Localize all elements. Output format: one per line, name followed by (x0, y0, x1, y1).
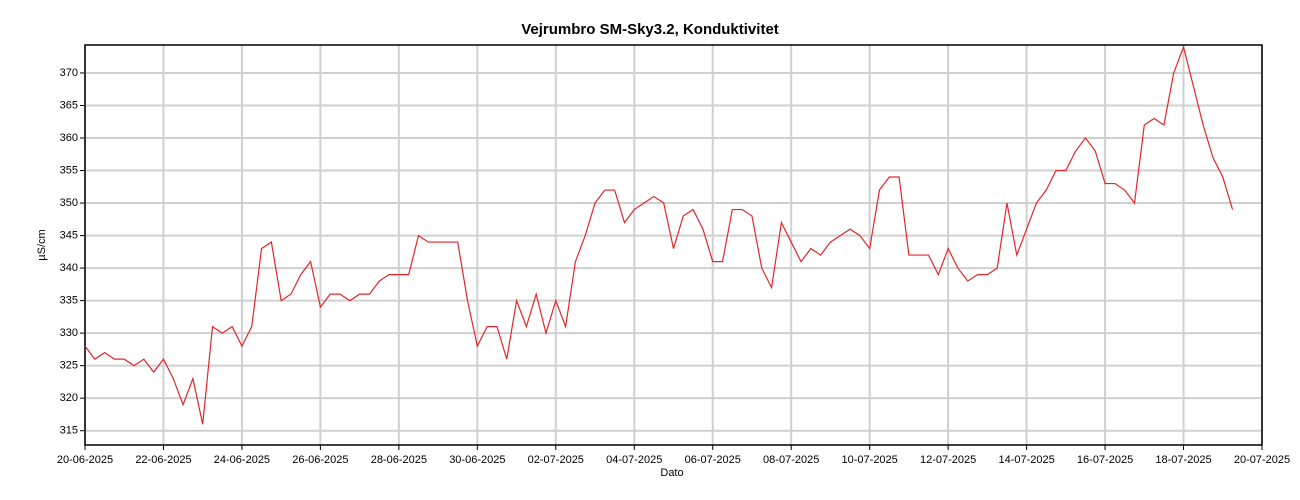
x-tick-label: 12-07-2025 (920, 454, 976, 466)
y-tick-label: 360 (60, 132, 78, 144)
y-tick-label: 365 (60, 99, 78, 111)
x-tick-label: 04-07-2025 (606, 454, 662, 466)
y-axis-label: µS/cm (36, 229, 48, 260)
x-tick-label: 24-06-2025 (214, 454, 270, 466)
x-tick-label: 26-06-2025 (292, 454, 348, 466)
x-tick-label: 20-07-2025 (1234, 454, 1290, 466)
x-tick-label: 14-07-2025 (998, 454, 1054, 466)
x-tick-label: 10-07-2025 (842, 454, 898, 466)
x-tick-label: 08-07-2025 (763, 454, 819, 466)
x-tick-label: 30-06-2025 (449, 454, 505, 466)
y-tick-label: 370 (60, 67, 78, 79)
x-tick-label: 06-07-2025 (685, 454, 741, 466)
y-tick-label: 355 (60, 164, 78, 176)
x-tick-label: 18-07-2025 (1155, 454, 1211, 466)
y-tick-label: 350 (60, 197, 78, 209)
y-tick-label: 330 (60, 327, 78, 339)
plot-frame (84, 44, 1263, 446)
x-tick-label: 16-07-2025 (1077, 454, 1133, 466)
y-tick-label: 315 (60, 425, 78, 437)
y-tick-label: 325 (60, 360, 78, 372)
chart-title: Vejrumbro SM-Sky3.2, Konduktivitet (521, 21, 779, 38)
data-line (84, 44, 1234, 425)
y-tick-label: 335 (60, 295, 78, 307)
y-tick-label: 340 (60, 262, 78, 274)
x-tick-label: 28-06-2025 (371, 454, 427, 466)
y-tick-label: 345 (60, 229, 78, 241)
x-tick-label: 20-06-2025 (57, 454, 113, 466)
y-tick-label: 320 (60, 392, 78, 404)
x-tick-label: 22-06-2025 (135, 454, 191, 466)
x-axis-label: Dato (660, 467, 683, 479)
x-tick-label: 02-07-2025 (528, 454, 584, 466)
